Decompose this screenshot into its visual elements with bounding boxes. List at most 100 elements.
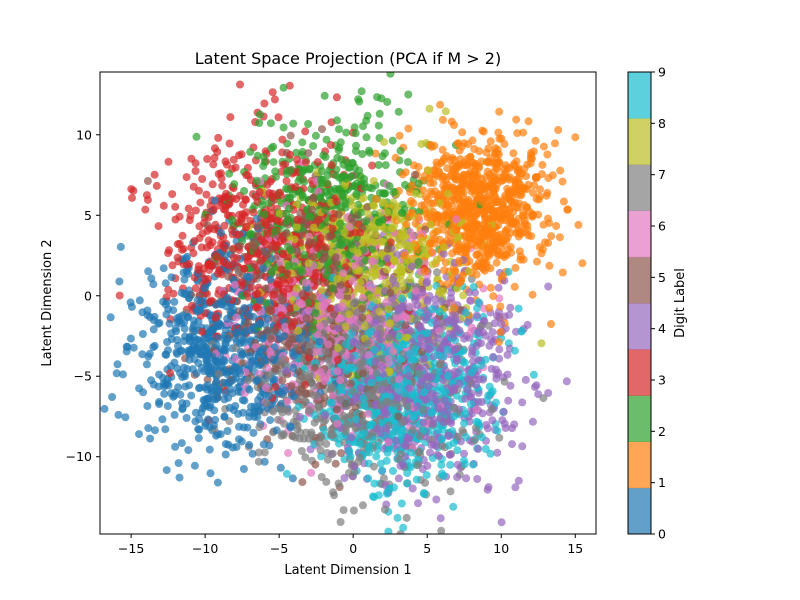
- point-digit-0: [165, 319, 174, 328]
- point-digit-5: [286, 131, 295, 140]
- point-digit-3: [159, 201, 168, 210]
- point-digit-3: [202, 190, 211, 199]
- point-digit-0: [206, 469, 215, 478]
- point-digit-3: [301, 127, 310, 136]
- point-digit-0: [189, 342, 198, 351]
- point-digit-8: [388, 223, 397, 232]
- point-digit-2: [300, 250, 309, 259]
- point-digit-2: [357, 87, 366, 96]
- point-digit-0: [288, 474, 297, 483]
- point-digit-0: [213, 334, 222, 343]
- point-digit-3: [168, 190, 177, 199]
- point-digit-7: [328, 449, 337, 458]
- point-digit-3: [266, 177, 275, 186]
- point-digit-0: [185, 355, 194, 364]
- point-digit-2: [377, 94, 386, 103]
- point-digit-3: [141, 205, 150, 214]
- point-digit-0: [248, 449, 257, 458]
- point-digit-4: [436, 514, 445, 523]
- point-digit-0: [239, 465, 248, 473]
- point-digit-7: [446, 487, 455, 496]
- point-digit-1: [532, 173, 541, 182]
- point-digit-5: [309, 252, 318, 261]
- point-digit-0: [123, 342, 132, 351]
- point-digit-8: [441, 107, 450, 116]
- point-digit-7: [284, 407, 293, 416]
- point-digit-0: [194, 359, 203, 368]
- point-digit-1: [547, 320, 555, 328]
- point-digit-0: [220, 412, 229, 421]
- point-digit-1: [495, 338, 503, 347]
- point-digit-0: [119, 370, 127, 379]
- point-digit-6: [307, 468, 316, 477]
- point-digit-6: [329, 391, 337, 400]
- point-digit-0: [161, 279, 170, 288]
- point-digit-0: [260, 457, 269, 466]
- point-digit-4: [455, 379, 464, 388]
- point-digit-4: [340, 474, 349, 482]
- point-digit-9: [389, 467, 397, 475]
- point-digit-5: [309, 194, 318, 202]
- point-digit-0: [115, 277, 124, 286]
- point-digit-4: [473, 475, 482, 483]
- point-digit-0: [240, 396, 249, 405]
- point-digit-1: [482, 157, 491, 166]
- point-digit-4: [394, 474, 403, 483]
- point-digit-7: [433, 268, 441, 277]
- point-digit-7: [269, 407, 278, 416]
- point-digit-0: [289, 363, 298, 372]
- point-digit-0: [221, 450, 230, 459]
- point-digit-0: [272, 426, 281, 435]
- point-digit-9: [461, 358, 470, 367]
- point-digit-5: [302, 389, 311, 398]
- point-digit-1: [513, 129, 522, 138]
- point-digit-3: [187, 154, 196, 163]
- point-digit-4: [445, 450, 454, 459]
- point-digit-3: [171, 202, 180, 211]
- point-digit-1: [543, 150, 552, 159]
- point-digit-2: [271, 167, 280, 176]
- point-digit-7: [254, 457, 263, 466]
- point-digit-0: [113, 360, 122, 369]
- point-digit-4: [431, 295, 440, 304]
- point-digit-4: [474, 445, 483, 453]
- point-digit-3: [332, 93, 341, 102]
- point-digit-9: [446, 460, 455, 469]
- point-digit-0: [184, 269, 193, 278]
- point-digit-4: [518, 398, 527, 407]
- point-digit-1: [438, 115, 447, 124]
- point-digit-0: [177, 346, 186, 355]
- point-digit-0: [263, 314, 272, 323]
- point-digit-1: [480, 266, 489, 275]
- point-digit-0: [194, 434, 203, 443]
- point-digit-1: [544, 239, 553, 247]
- point-digit-7: [291, 433, 300, 442]
- point-digit-2: [404, 90, 413, 99]
- point-digit-0: [191, 408, 200, 417]
- point-digit-0: [170, 410, 179, 419]
- point-digit-3: [184, 204, 193, 213]
- point-digit-2: [298, 191, 307, 200]
- point-digit-0: [155, 318, 164, 327]
- point-digit-0: [258, 334, 267, 343]
- point-digit-2: [264, 199, 273, 208]
- point-digit-7: [277, 405, 285, 414]
- point-digit-5: [278, 376, 287, 385]
- point-digit-7: [295, 375, 304, 384]
- point-digit-3: [189, 249, 198, 258]
- point-digit-4: [408, 484, 417, 493]
- point-digit-0: [277, 399, 286, 408]
- point-digit-0: [112, 369, 121, 378]
- point-digit-3: [210, 144, 219, 153]
- point-digit-2: [258, 201, 267, 210]
- point-digit-4: [528, 417, 537, 426]
- point-digit-3: [226, 113, 235, 122]
- point-digit-0: [209, 394, 218, 403]
- point-digit-3: [152, 181, 161, 190]
- point-digit-1: [496, 328, 505, 336]
- point-digit-3: [196, 198, 205, 207]
- point-digit-7: [301, 453, 310, 462]
- point-digit-3: [195, 222, 204, 231]
- point-digit-1: [535, 243, 544, 252]
- point-digit-5: [252, 272, 261, 281]
